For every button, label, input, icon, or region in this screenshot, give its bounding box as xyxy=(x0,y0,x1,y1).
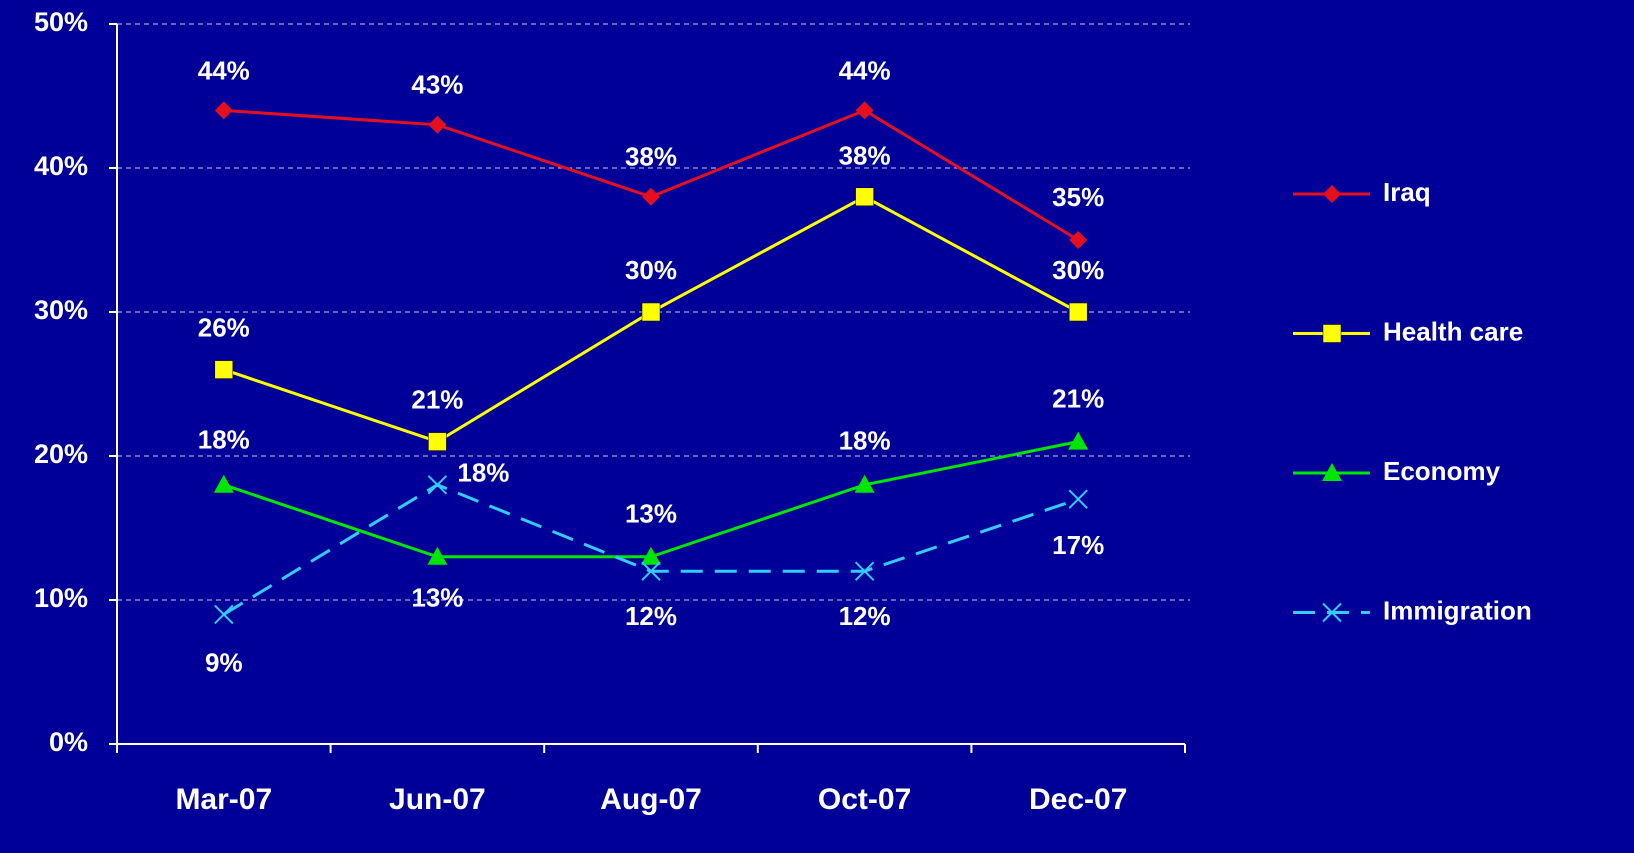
x-tick-label: Oct-07 xyxy=(818,783,911,816)
y-tick-label: 20% xyxy=(34,439,88,469)
data-point xyxy=(641,302,661,322)
data-label: 30% xyxy=(625,255,677,285)
y-tick-label: 40% xyxy=(34,151,88,181)
series-line xyxy=(223,108,1079,242)
data-label: 30% xyxy=(1052,255,1104,285)
data-label: 35% xyxy=(1052,182,1104,212)
legend-label: Health care xyxy=(1383,316,1523,346)
data-point xyxy=(855,101,874,120)
data-label: 9% xyxy=(205,647,243,677)
data-point xyxy=(428,432,447,451)
data-point xyxy=(1068,489,1088,509)
x-tick-label: Aug-07 xyxy=(600,783,702,816)
data-point xyxy=(1069,231,1088,249)
y-tick-label: 0% xyxy=(49,727,88,757)
data-point xyxy=(1068,431,1089,450)
legend-marker xyxy=(1323,185,1341,203)
data-label: 38% xyxy=(839,141,891,171)
x-tick-label: Jun-07 xyxy=(389,783,486,816)
data-label: 44% xyxy=(198,55,250,85)
legend-item: Immigration xyxy=(1293,595,1532,625)
data-point xyxy=(641,561,661,581)
data-point xyxy=(1068,302,1088,322)
legend-label: Iraq xyxy=(1383,177,1431,207)
data-point xyxy=(854,561,875,581)
legend-item: Iraq xyxy=(1293,177,1431,207)
data-label: 18% xyxy=(198,425,250,455)
data-label: 21% xyxy=(411,384,463,414)
data-label: 43% xyxy=(411,70,463,100)
data-label: 18% xyxy=(839,426,891,456)
legend-label: Economy xyxy=(1383,456,1501,486)
data-label: 12% xyxy=(625,601,677,631)
legend-marker xyxy=(1322,324,1342,343)
data-point xyxy=(428,115,447,134)
y-tick-label: 30% xyxy=(34,295,88,325)
data-point xyxy=(642,187,660,206)
data-label: 38% xyxy=(625,142,677,172)
data-label: 26% xyxy=(198,312,250,342)
x-tick-label: Mar-07 xyxy=(175,783,272,816)
data-point xyxy=(214,604,234,625)
data-label: 21% xyxy=(1052,383,1104,413)
data-point xyxy=(855,187,874,207)
data-label: 12% xyxy=(839,601,891,631)
data-point xyxy=(854,474,875,493)
data-point xyxy=(427,546,448,565)
data-point xyxy=(213,474,234,493)
data-label: 18% xyxy=(457,458,509,488)
legend-marker xyxy=(1322,602,1342,623)
data-point xyxy=(214,360,234,379)
legend-marker xyxy=(1322,463,1342,481)
data-point xyxy=(214,101,233,120)
x-tick-label: Dec-07 xyxy=(1029,783,1127,816)
legend-label: Immigration xyxy=(1383,595,1532,625)
data-point xyxy=(641,546,661,565)
y-tick-label: 50% xyxy=(34,7,88,37)
legend-item: Health care xyxy=(1293,316,1523,346)
y-tick-label: 10% xyxy=(34,583,88,613)
data-label: 13% xyxy=(625,499,677,529)
legend-item: Economy xyxy=(1293,456,1501,486)
data-label: 13% xyxy=(411,583,463,613)
data-label: 44% xyxy=(839,55,891,85)
data-point xyxy=(427,475,448,495)
data-label: 17% xyxy=(1052,530,1104,560)
